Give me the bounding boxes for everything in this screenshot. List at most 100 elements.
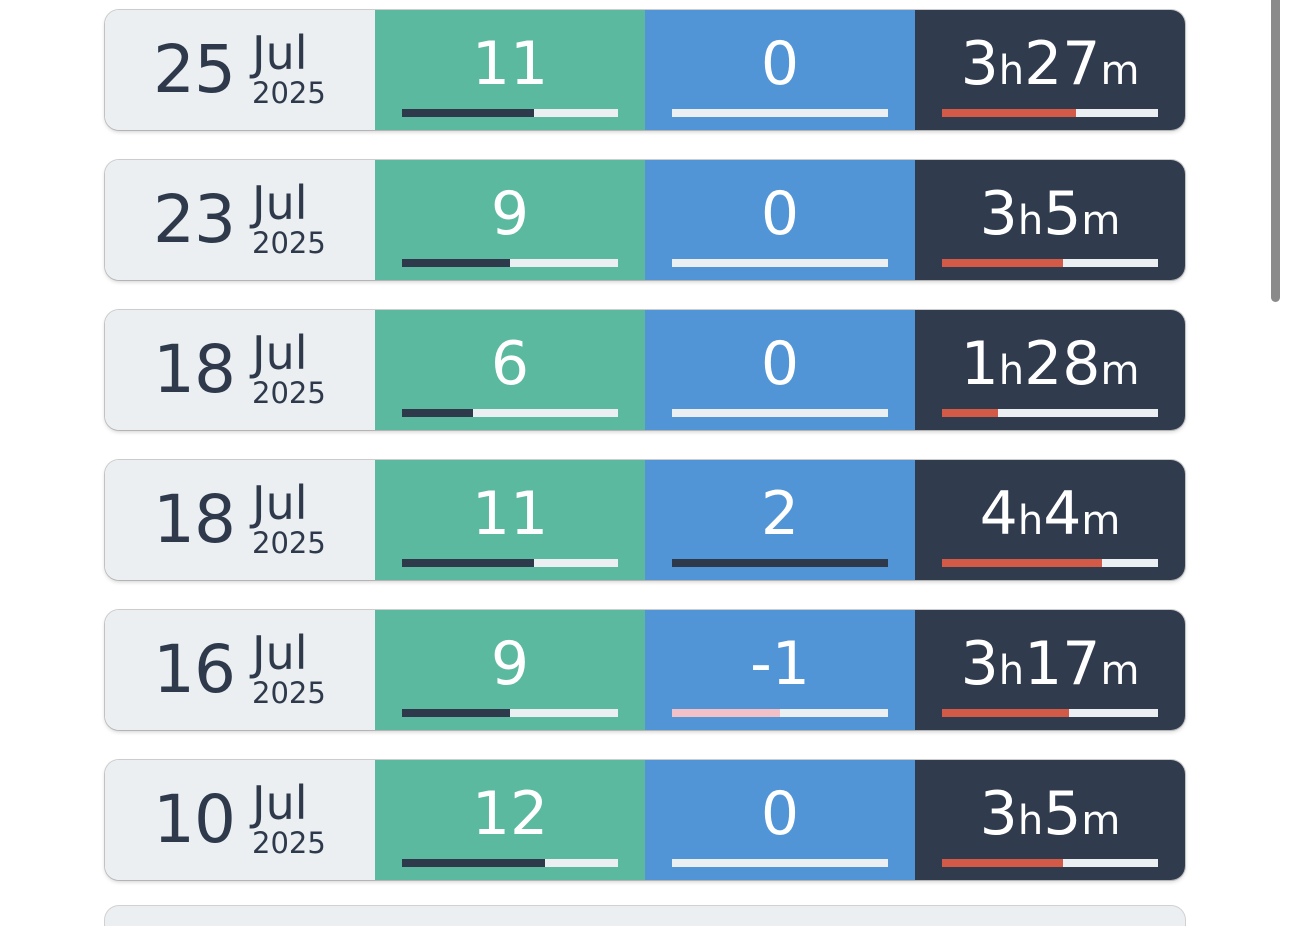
duration-minutes: 5 [1043,779,1082,849]
duration-progress-fill [942,109,1076,117]
delta-progress-bar [672,859,888,867]
duration-progress-fill [942,559,1102,567]
duration-hours: 1 [960,329,999,399]
date-cell: 18 Jul 2025 [105,310,375,430]
delta-progress-bar [672,409,888,417]
minutes-unit: m [1081,498,1121,544]
delta-progress-bar [672,109,888,117]
count-progress-bar [402,259,618,267]
count-progress-bar [402,709,618,717]
count-progress-fill [402,259,510,267]
duration-progress-fill [942,259,1063,267]
scrollbar[interactable] [1271,0,1280,302]
duration-minutes: 28 [1024,329,1101,399]
duration-cell: 3h27m [915,10,1185,130]
duration-hours: 3 [960,29,999,99]
count-progress-fill [402,409,473,417]
history-row[interactable]: 23 Jul 2025 9 0 3h5m [105,160,1185,280]
duration-minutes: 17 [1024,629,1101,699]
duration-progress-fill [942,709,1069,717]
date-day: 18 [153,331,236,408]
delta-progress-fill [672,709,780,717]
hours-unit: h [1017,498,1044,544]
date-month: Jul [252,326,308,380]
duration-progress-bar [942,709,1158,717]
date-month: Jul [252,776,308,830]
date-cell: 23 Jul 2025 [105,160,375,280]
duration-cell: 4h4m [915,460,1185,580]
date-year: 2025 [252,226,326,260]
date-month: Jul [252,26,308,80]
date-day: 18 [153,481,236,558]
date-day: 25 [153,31,236,108]
duration-progress-fill [942,409,998,417]
minutes-unit: m [1081,198,1121,244]
count-value: 6 [490,329,530,399]
delta-value: 0 [760,779,800,849]
duration-minutes: 27 [1024,29,1101,99]
duration-progress-bar [942,859,1158,867]
history-row[interactable]: 10 Jul 2025 12 0 3h5m [105,760,1185,880]
duration-minutes: 5 [1043,179,1082,249]
date-year: 2025 [252,826,326,860]
history-row[interactable]: 16 Jul 2025 9 -1 3h17m [105,610,1185,730]
delta-cell: 0 [645,10,915,130]
minutes-unit: m [1100,348,1140,394]
duration-progress-bar [942,259,1158,267]
delta-value: -1 [750,629,810,699]
count-cell: 11 [375,10,645,130]
delta-value: 0 [760,329,800,399]
count-value: 12 [471,779,549,849]
duration-hours: 3 [979,779,1018,849]
count-progress-fill [402,859,545,867]
date-year: 2025 [252,76,326,110]
count-progress-fill [402,709,510,717]
history-row[interactable]: 25 Jul 2025 11 0 3h27m [105,10,1185,130]
minutes-unit: m [1100,48,1140,94]
date-year: 2025 [252,526,326,560]
delta-value: 0 [760,29,800,99]
date-cell: 18 Jul 2025 [105,460,375,580]
delta-progress-bar [672,709,888,717]
hours-unit: h [998,48,1025,94]
date-cell: 16 Jul 2025 [105,610,375,730]
hours-unit: h [998,648,1025,694]
duration-value: 1h28m [915,328,1185,407]
duration-cell: 3h5m [915,160,1185,280]
count-progress-bar [402,409,618,417]
count-cell: 6 [375,310,645,430]
delta-progress-bar [672,259,888,267]
delta-progress-fill [672,559,888,567]
date-day: 16 [153,631,236,708]
duration-hours: 3 [960,629,999,699]
date-month: Jul [252,176,308,230]
count-value: 9 [490,629,530,699]
count-progress-bar [402,559,618,567]
duration-cell: 3h17m [915,610,1185,730]
duration-value: 3h27m [915,28,1185,107]
duration-value: 4h4m [915,478,1185,557]
delta-progress-bar [672,559,888,567]
count-progress-bar [402,109,618,117]
date-cell: 10 Jul 2025 [105,760,375,880]
delta-cell: 2 [645,460,915,580]
count-progress-bar [402,859,618,867]
duration-value: 3h5m [915,178,1185,257]
duration-cell: 3h5m [915,760,1185,880]
count-value: 11 [471,29,549,99]
delta-cell: -1 [645,610,915,730]
count-value: 9 [490,179,530,249]
date-day: 10 [153,781,236,858]
history-row[interactable]: 18 Jul 2025 6 0 1h28m [105,310,1185,430]
next-row-partial[interactable] [105,906,1185,926]
duration-progress-bar [942,559,1158,567]
delta-value: 0 [760,179,800,249]
delta-value: 2 [760,479,800,549]
history-row[interactable]: 18 Jul 2025 11 2 4h4m [105,460,1185,580]
delta-cell: 0 [645,760,915,880]
minutes-unit: m [1081,798,1121,844]
duration-progress-bar [942,109,1158,117]
date-year: 2025 [252,376,326,410]
delta-cell: 0 [645,160,915,280]
count-cell: 9 [375,610,645,730]
